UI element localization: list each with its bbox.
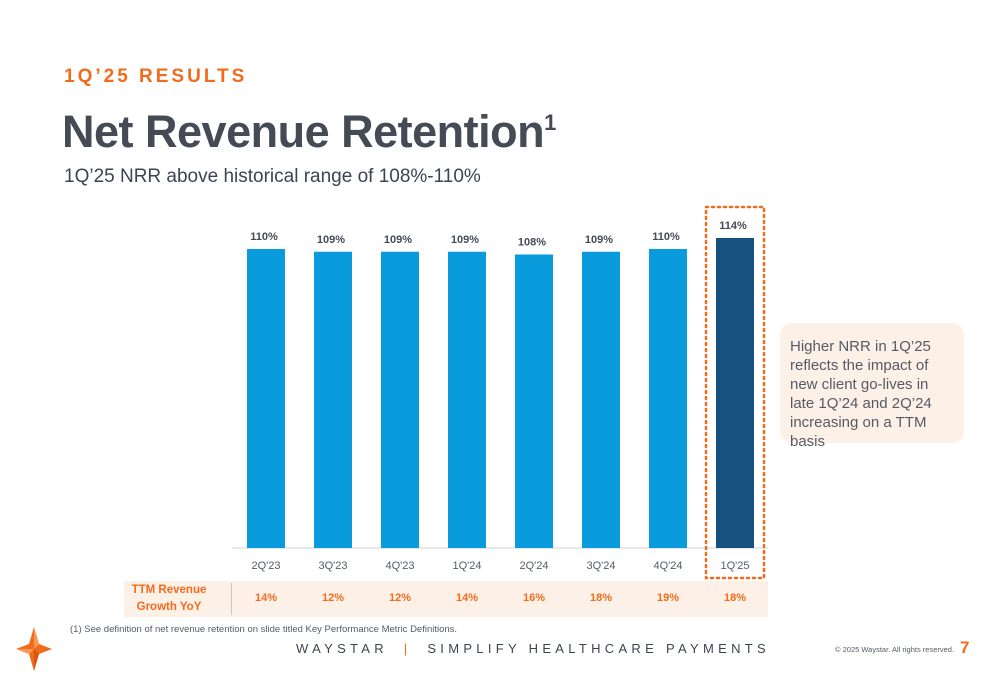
- bar-4Q'23: [381, 251, 419, 548]
- value-label-3Q'24: 109%: [585, 234, 613, 246]
- bar-3Q'24: [582, 251, 620, 548]
- title-text: Net Revenue Retention: [62, 106, 545, 157]
- ttm-value-4Q'24: 19%: [656, 592, 680, 604]
- page-subtitle: 1Q’25 NRR above historical range of 108%…: [64, 166, 481, 187]
- ttm-value-1Q'24: 14%: [455, 592, 479, 604]
- value-label-2Q'24: 108%: [518, 237, 546, 249]
- value-label-3Q'23: 109%: [317, 234, 345, 246]
- bar-1Q'24: [448, 251, 486, 548]
- bar-2Q'23: [247, 249, 285, 548]
- brand-name: WAYSTAR: [296, 641, 388, 656]
- footnote: (1) See definition of net revenue retent…: [70, 624, 458, 635]
- waystar-star-logo-icon: [16, 627, 52, 671]
- ttm-divider: [231, 583, 232, 615]
- value-label-4Q'24: 110%: [652, 231, 680, 243]
- tick-label-2Q'23: 2Q'23: [251, 560, 280, 572]
- tagline-text: SIMPLIFY HEALTHCARE PAYMENTS: [427, 641, 770, 656]
- bar-4Q'24: [649, 249, 687, 548]
- brand-tagline: WAYSTAR | SIMPLIFY HEALTHCARE PAYMENTS: [296, 641, 770, 656]
- ttm-label-line1: TTM Revenue: [131, 584, 207, 596]
- eyebrow-label: 1Q’25 RESULTS: [64, 66, 248, 87]
- bar-3Q'23: [314, 251, 352, 548]
- tick-label-4Q'24: 4Q'24: [653, 560, 682, 572]
- value-label-2Q'23: 110%: [250, 231, 278, 243]
- ttm-value-3Q'23: 12%: [321, 592, 345, 604]
- ttm-row-label: TTM Revenue Growth YoY: [126, 582, 212, 616]
- page-number: 7: [960, 638, 970, 657]
- tick-label-1Q'24: 1Q'24: [452, 560, 481, 572]
- copyright: © 2025 Waystar. All rights reserved.: [835, 645, 955, 654]
- tick-label-1Q'25: 1Q'25: [720, 560, 749, 572]
- tick-label-3Q'24: 3Q'24: [586, 560, 615, 572]
- title-footnote-marker: 1: [544, 110, 556, 135]
- value-label-1Q'24: 109%: [451, 234, 479, 246]
- tick-label-2Q'24: 2Q'24: [519, 560, 548, 572]
- ttm-label-line2: Growth YoY: [136, 601, 202, 613]
- tick-label-4Q'23: 4Q'23: [385, 560, 414, 572]
- ttm-value-1Q'25: 18%: [723, 592, 747, 604]
- bar-2Q'24: [515, 254, 553, 548]
- ttm-value-4Q'23: 12%: [388, 592, 412, 604]
- callout-box: Higher NRR in 1Q’25 reflects the impact …: [780, 323, 964, 450]
- ttm-value-2Q'23: 14%: [254, 592, 278, 604]
- value-label-1Q'25: 114%: [719, 220, 747, 232]
- brand-separator: |: [403, 641, 412, 656]
- ttm-value-3Q'24: 18%: [589, 592, 613, 604]
- bar-1Q'25: [716, 238, 754, 548]
- tick-label-3Q'23: 3Q'23: [318, 560, 347, 572]
- value-label-4Q'23: 109%: [384, 234, 412, 246]
- ttm-value-2Q'24: 16%: [522, 592, 546, 604]
- highlight-border: [704, 205, 766, 580]
- page-title: Net Revenue Retention1: [62, 106, 556, 158]
